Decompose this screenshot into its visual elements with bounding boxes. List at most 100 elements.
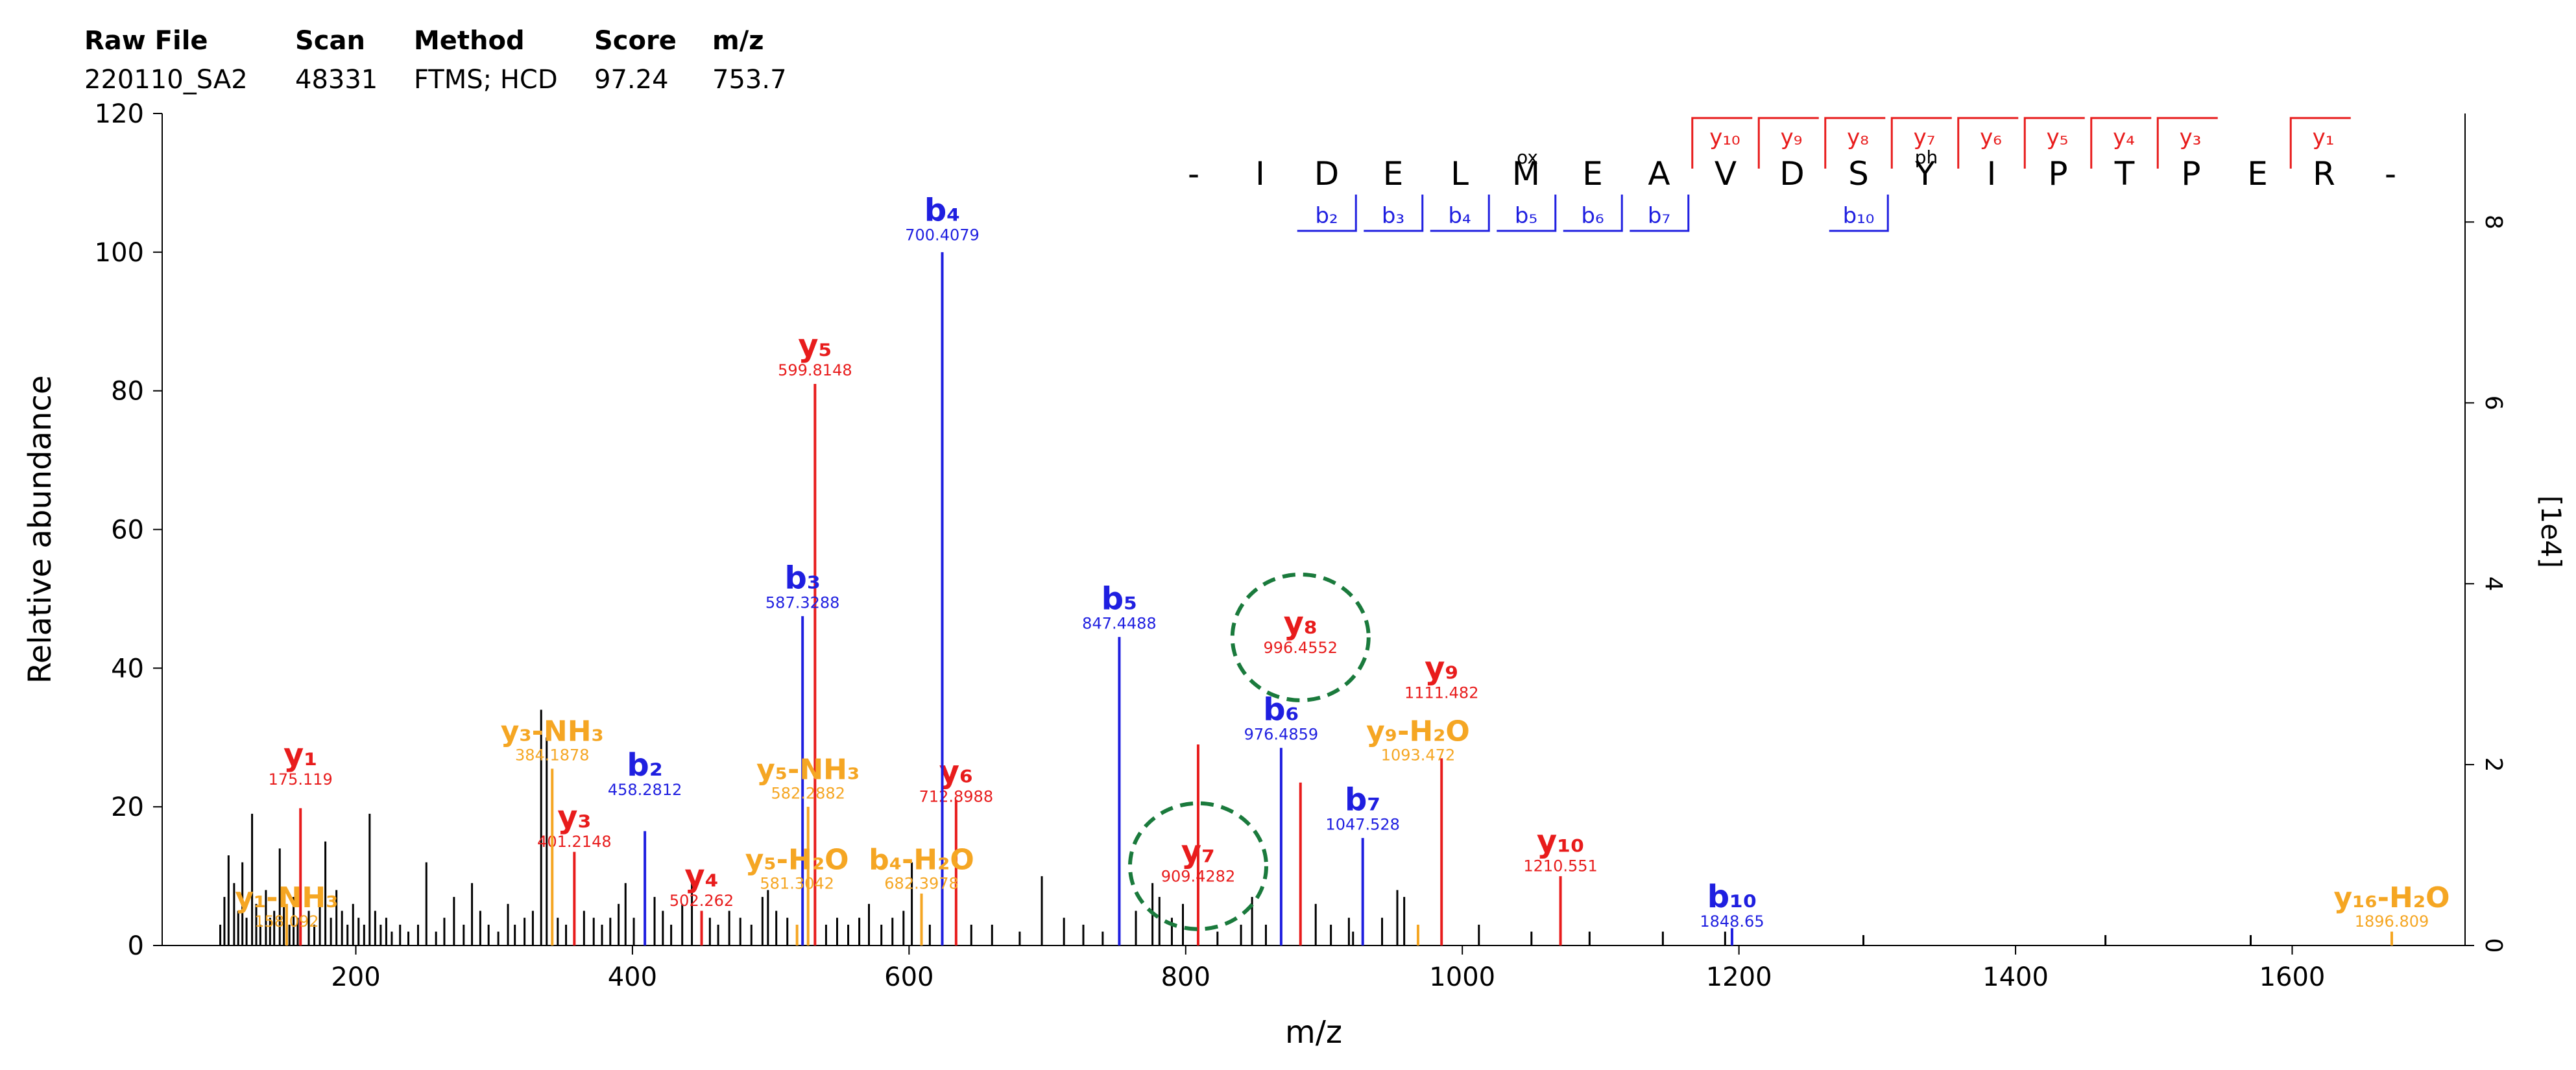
b-fragment-bracket xyxy=(1430,195,1490,232)
b-fragment-label: b₄ xyxy=(1448,203,1471,229)
y-tick-label: 80 xyxy=(111,377,144,407)
ion-label-y6: y₆ xyxy=(939,754,973,791)
ion-label-y5-h2o: y₅-H₂O xyxy=(745,843,849,876)
mz-label-b6: 976.4859 xyxy=(1244,726,1319,744)
y-fragment-label: y₇ xyxy=(1914,125,1936,150)
sequence-residue: M xyxy=(1512,155,1540,193)
mz-label-y5-h2o: 581.3042 xyxy=(760,874,834,892)
y-fragment-label: y₉ xyxy=(1781,125,1803,150)
ion-label-y16-h2o: y₁₆-H₂O xyxy=(2333,881,2450,914)
modification-label: ph xyxy=(1915,147,1938,168)
mz-label-y4: 502.262 xyxy=(669,892,734,910)
header-value-rawfile: 220110_SA2 xyxy=(84,65,248,95)
ion-label-y3: y₃ xyxy=(557,799,591,835)
mz-label-y1: 175.119 xyxy=(269,770,333,789)
sequence-residue: I xyxy=(1987,155,1997,193)
x-tick-label: 1600 xyxy=(2259,962,2326,992)
y-fragment-label: y₄ xyxy=(2113,125,2135,150)
y-fragment-bracket xyxy=(1824,117,1886,169)
y-fragment-label: y₈ xyxy=(1847,125,1869,150)
sequence-residue: - xyxy=(1188,155,1199,193)
y-fragment-bracket xyxy=(1757,117,1819,169)
y-tick-label: 100 xyxy=(95,238,144,268)
mz-label-y10: 1210.551 xyxy=(1523,857,1598,875)
header-label-scan: Scan xyxy=(295,26,365,56)
y-axis-title: Relative abundance xyxy=(22,375,58,684)
header-value-mz: 753.7 xyxy=(712,65,787,95)
mz-label-b4-h2o: 682.3978 xyxy=(884,874,959,892)
b-fragment-bracket xyxy=(1497,195,1557,232)
right-axis-label: [1e4] xyxy=(2535,495,2567,568)
mz-label-y5: 599.8148 xyxy=(778,361,852,379)
y-fragment-bracket xyxy=(1890,117,1952,169)
ion-label-b2: b₂ xyxy=(627,747,662,783)
ion-label-y9: y₉ xyxy=(1425,650,1458,686)
y-fragment-bracket xyxy=(2023,117,2085,169)
mz-label-y9-h2o: 1093.472 xyxy=(1381,746,1456,765)
mz-label-y3-nh3: 384.1878 xyxy=(515,746,590,765)
sequence-residue: S xyxy=(1848,155,1869,193)
x-tick-label: 400 xyxy=(608,962,657,992)
right-tick-label: 4 xyxy=(2480,577,2507,591)
ion-label-y10: y₁₀ xyxy=(1537,824,1584,860)
y-tick-label: 40 xyxy=(111,654,144,684)
mz-label-b3: 587.3288 xyxy=(765,593,840,612)
mz-label-y3: 401.2148 xyxy=(537,833,612,851)
sequence-residue: A xyxy=(1648,155,1670,193)
y-fragment-label: y₁ xyxy=(2313,125,2335,150)
sequence-residue: R xyxy=(2313,155,2335,193)
x-tick-label: 1200 xyxy=(1706,962,1772,992)
circle-highlight-y7 xyxy=(1127,801,1268,931)
b-fragment-label: b₃ xyxy=(1382,203,1404,229)
y-fragment-bracket xyxy=(1691,117,1753,169)
ion-label-y7: y₇ xyxy=(1181,834,1215,870)
header-value-method: FTMS; HCD xyxy=(414,65,558,95)
mz-label-b7: 1047.528 xyxy=(1325,816,1400,834)
b-fragment-label: b₁₀ xyxy=(1843,203,1875,229)
sequence-residue: P xyxy=(2181,155,2200,193)
circle-highlight-y8 xyxy=(1230,572,1371,702)
y-tick-label: 120 xyxy=(95,99,144,129)
mz-label-b10: 1848.65 xyxy=(1700,912,1764,931)
mz-label-y8: 996.4552 xyxy=(1263,639,1338,657)
b-fragment-label: b₇ xyxy=(1648,203,1670,229)
modification-label: ox xyxy=(1517,147,1538,168)
sequence-residue: P xyxy=(2048,155,2067,193)
ion-label-y8: y₈ xyxy=(1284,605,1318,641)
y-fragment-bracket xyxy=(2156,117,2218,169)
header-value-score: 97.24 xyxy=(594,65,669,95)
ion-label-b6: b₆ xyxy=(1263,692,1299,728)
ion-label-y4: y₄ xyxy=(684,858,718,894)
mz-label-b2: 458.2812 xyxy=(608,781,682,799)
right-tick-label: 2 xyxy=(2480,757,2507,772)
ion-label-y1: y₁ xyxy=(283,737,317,773)
sequence-residue: D xyxy=(1779,155,1805,193)
mz-label-y6: 712.8988 xyxy=(919,788,994,806)
sequence-residue: E xyxy=(1383,155,1404,193)
y-fragment-label: y₁₀ xyxy=(1709,125,1740,150)
ion-label-b7: b₇ xyxy=(1345,782,1380,818)
x-tick-label: 1400 xyxy=(1982,962,2049,992)
ion-label-b3: b₃ xyxy=(784,560,820,596)
sequence-residue: L xyxy=(1451,155,1469,193)
right-tick-label: 0 xyxy=(2480,938,2507,953)
right-tick-label: 6 xyxy=(2480,396,2507,410)
mz-label-y1-nh3: 158.092 xyxy=(254,912,319,931)
y-fragment-label: y₅ xyxy=(2047,125,2069,150)
sequence-residue: - xyxy=(2385,155,2396,193)
mz-label-b4: 700.4079 xyxy=(905,226,980,244)
b-fragment-bracket xyxy=(1297,195,1357,232)
ion-label-y3-nh3: y₃-NH₃ xyxy=(501,715,604,748)
header-value-scan: 48331 xyxy=(295,65,378,95)
ion-label-y1-nh3: y₁-NH₃ xyxy=(235,881,338,914)
y-fragment-bracket xyxy=(2289,117,2351,169)
mz-label-y9: 1111.482 xyxy=(1404,684,1479,702)
header-label-method: Method xyxy=(414,26,525,56)
x-tick-label: 800 xyxy=(1161,962,1210,992)
y-tick-label: 60 xyxy=(111,516,144,545)
b-fragment-bracket xyxy=(1364,195,1424,232)
x-axis-title: m/z xyxy=(1285,1014,1342,1051)
y-fragment-label: y₆ xyxy=(1980,125,2002,150)
sequence-residue: E xyxy=(1582,155,1603,193)
